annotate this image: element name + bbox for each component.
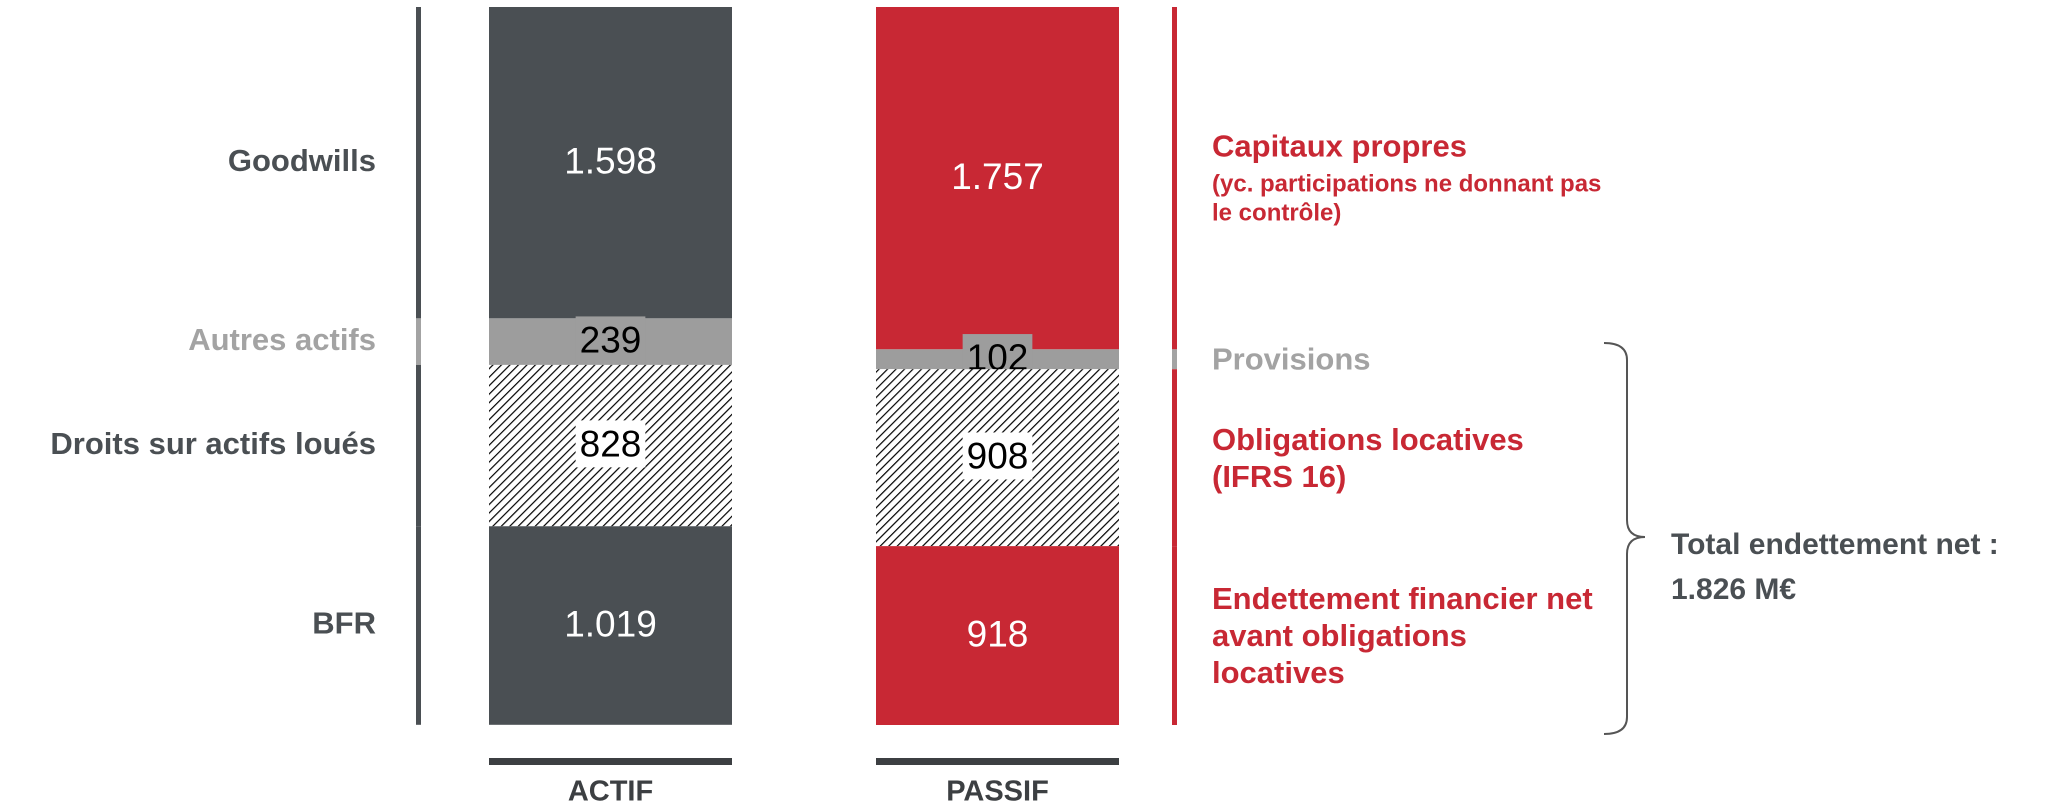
value-label-box bbox=[575, 316, 646, 364]
brace bbox=[1603, 342, 1646, 735]
side-line bbox=[416, 526, 421, 725]
side-line bbox=[416, 318, 421, 365]
series-label: Capitaux propres (yc. participations ne d… bbox=[1212, 128, 1602, 229]
bar-segment bbox=[876, 7, 1119, 350]
annotation: Total endettement net : 1.826 M€ bbox=[1671, 528, 1999, 606]
value-label-group: 828 bbox=[575, 420, 646, 468]
series-label: Droits sur actifs loués bbox=[50, 426, 376, 461]
series-label: Obligations locatives (IFRS 16) bbox=[1212, 420, 1602, 494]
bar-segment bbox=[876, 546, 1119, 725]
value-label: 239 bbox=[580, 319, 642, 360]
value-label-box bbox=[962, 432, 1033, 480]
value-label: 1.019 bbox=[564, 603, 657, 644]
series-label: BFR bbox=[312, 606, 376, 641]
series-note: (yc. participations ne donnant pas le co… bbox=[1212, 170, 1602, 227]
series-name: Endettement financier net avant obligati… bbox=[1212, 580, 1593, 691]
series-label: Goodwills bbox=[228, 143, 376, 178]
series-name: Obligations locatives (IFRS 16) bbox=[1212, 421, 1524, 494]
value-label-group: 239 bbox=[575, 316, 646, 364]
side-line bbox=[1172, 349, 1177, 370]
value-label-group: 1.757 bbox=[951, 156, 1044, 197]
bar-segment bbox=[489, 526, 732, 725]
x-tick-label: PASSIF bbox=[946, 776, 1049, 808]
series-label: Endettement financier net avant obligati… bbox=[1212, 580, 1602, 692]
side-line bbox=[1172, 7, 1177, 350]
side-line bbox=[416, 7, 421, 319]
value-label: 1.598 bbox=[564, 140, 657, 181]
value-label-group: 908 bbox=[962, 432, 1033, 480]
category-baseline bbox=[876, 758, 1119, 765]
series-name: Capitaux propres bbox=[1212, 128, 1467, 164]
series-label: Provisions bbox=[1212, 341, 1602, 378]
category-baseline bbox=[489, 758, 732, 765]
series-name: Provisions bbox=[1212, 341, 1371, 377]
value-label: 918 bbox=[967, 613, 1029, 654]
value-label: 908 bbox=[967, 435, 1029, 476]
side-line bbox=[1172, 546, 1177, 725]
side-line bbox=[1172, 369, 1177, 547]
x-tick-label: ACTIF bbox=[568, 776, 653, 808]
value-label-box bbox=[575, 420, 646, 468]
value-label-group: 918 bbox=[967, 613, 1029, 654]
series-label: Autres actifs bbox=[188, 322, 376, 357]
value-label-group: 1.598 bbox=[564, 140, 657, 181]
value-label: 1.757 bbox=[951, 156, 1044, 197]
side-line bbox=[416, 364, 421, 527]
bar-segment bbox=[489, 7, 732, 319]
value-label: 828 bbox=[580, 423, 642, 464]
value-label-group: 1.019 bbox=[564, 603, 657, 644]
